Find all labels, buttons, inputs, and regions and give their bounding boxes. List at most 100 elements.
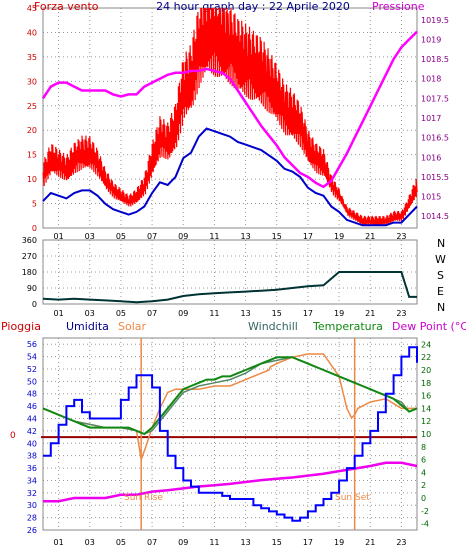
x-tick-label: 03 [85, 309, 95, 318]
pressure-tick-label: 1014.5 [421, 212, 449, 221]
chart-title: 24 hour graph day : 22 Aprile 2020 [156, 0, 350, 13]
temperature-tick-label: 12 [421, 417, 431, 426]
temperature-tick-label: 10 [421, 430, 431, 439]
temperature-tick-label: 24 [421, 340, 431, 349]
wind-tick-label: 35 [27, 53, 37, 62]
pressure-tick-label: 1016 [421, 153, 441, 162]
direction-tick-label: 0 [32, 300, 37, 309]
x-tick-label: 13 [240, 538, 250, 547]
legend-umidita: Umidita [66, 320, 109, 333]
pressure-tick-label: 1019.5 [421, 16, 449, 25]
x-tick-label: 17 [303, 309, 313, 318]
pressure-tick-label: 1015.5 [421, 173, 449, 182]
humidity-tick-label: 38 [27, 452, 37, 461]
x-tick-label: 13 [240, 309, 250, 318]
humidity-tick-label: 48 [27, 390, 37, 399]
temperature-tick-label: 2 [421, 481, 426, 490]
x-tick-label: 21 [365, 232, 375, 241]
temperature-tick-label: 8 [421, 443, 426, 452]
x-tick-label: 19 [334, 309, 344, 318]
pressure-tick-label: 1017 [421, 114, 441, 123]
pressure-tick-label: 1017.5 [421, 94, 449, 103]
panel3-series [41, 338, 418, 530]
humidity-tick-label: 28 [27, 514, 37, 523]
pressure-axis-label: Pressione [372, 0, 425, 13]
direction-tick-label: 180 [22, 268, 37, 277]
legend-windchill: Windchill [248, 320, 298, 333]
humidity-tick-label: 30 [27, 501, 37, 510]
panel2-series [42, 271, 417, 304]
x-tick-label: 07 [147, 309, 157, 318]
x-tick-label: 13 [240, 232, 250, 241]
wind-average-line [42, 127, 418, 227]
x-tick-label: 23 [396, 538, 406, 547]
wind-tick-label: 40 [27, 28, 37, 37]
x-tick-label: 07 [147, 538, 157, 547]
pressure-tick-label: 1016.5 [421, 134, 449, 143]
panel1-frame [42, 7, 418, 229]
temperature-tick-label: 6 [421, 456, 426, 465]
x-tick-label: 01 [53, 232, 63, 241]
compass-label-n-bottom: N [437, 301, 445, 314]
humidity-tick-label: 42 [27, 427, 37, 436]
x-tick-label: 01 [53, 538, 63, 547]
pressure-tick-label: 1018 [421, 75, 441, 84]
pressure-tick-label: 1018.5 [421, 55, 449, 64]
humidity-tick-label: 32 [27, 489, 37, 498]
x-tick-label: 19 [334, 538, 344, 547]
humidity-tick-label: 36 [27, 464, 37, 473]
humidity-tick-label: 50 [27, 377, 37, 386]
wind-tick-label: 45 [27, 4, 37, 13]
compass-label-s: S [437, 269, 444, 282]
direction-tick-label: 360 [22, 236, 37, 245]
humidity-tick-label: 26 [27, 526, 37, 535]
wind-tick-label: 5 [32, 200, 37, 209]
x-tick-label: 11 [209, 232, 219, 241]
temperature-tick-label: 22 [421, 353, 431, 362]
temperature-tick-label: -4 [421, 520, 429, 529]
temperature-tick-label: -2 [421, 507, 429, 516]
x-tick-label: 11 [209, 538, 219, 547]
x-tick-label: 09 [178, 232, 188, 241]
wind-direction-line [42, 271, 417, 304]
x-tick-label: 05 [116, 538, 126, 547]
x-tick-label: 11 [209, 309, 219, 318]
wind-tick-label: 20 [27, 126, 37, 135]
x-tick-label: 09 [178, 309, 188, 318]
temperature-line [42, 356, 418, 436]
temperature-tick-label: 4 [421, 468, 426, 477]
temperature-tick-label: 16 [421, 392, 431, 401]
humidity-tick-label: 56 [27, 340, 37, 349]
wind-gust-line [42, 7, 418, 227]
rain-zero-label: 0 [10, 431, 16, 441]
x-tick-label: 15 [272, 232, 282, 241]
x-tick-label: 09 [178, 538, 188, 547]
wind-gust-series [42, 7, 418, 227]
sun-rise-label: Sun Rise [124, 493, 163, 503]
x-tick-label: 21 [365, 309, 375, 318]
compass-label-n-top: N [437, 237, 445, 250]
x-tick-label: 01 [53, 309, 63, 318]
wind-tick-label: 10 [27, 175, 37, 184]
humidity-tick-label: 54 [27, 353, 37, 362]
pressure-tick-label: 1015 [421, 193, 441, 202]
wind-tick-label: 25 [27, 102, 37, 111]
compass-label-w: W [435, 253, 446, 266]
x-tick-label: 07 [147, 232, 157, 241]
x-tick-label: 19 [334, 232, 344, 241]
x-tick-label: 15 [272, 309, 282, 318]
direction-tick-label: 90 [27, 284, 37, 293]
panel3-frame [42, 337, 418, 531]
wind-tick-label: 30 [27, 77, 37, 86]
humidity-tick-label: 40 [27, 439, 37, 448]
temperature-tick-label: 20 [421, 366, 431, 375]
x-tick-label: 03 [85, 538, 95, 547]
humidity-tick-label: 44 [27, 415, 37, 424]
legend-solar: Solar [118, 320, 147, 333]
pressure-tick-label: 1019 [421, 35, 441, 44]
humidity-tick-label: 52 [27, 365, 37, 374]
x-tick-label: 17 [303, 538, 313, 547]
panel1-series [41, 7, 418, 227]
